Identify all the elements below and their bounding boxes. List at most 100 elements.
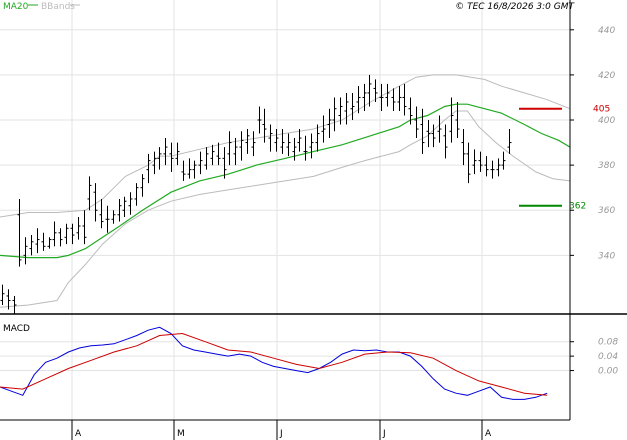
price-tick-label: 420	[598, 71, 615, 81]
price-bar	[233, 138, 238, 166]
price-bar	[292, 138, 297, 161]
price-bar	[76, 217, 81, 240]
price-bar	[408, 97, 413, 125]
price-bar	[47, 237, 52, 249]
price-bar	[431, 124, 436, 148]
price-bar	[0, 284, 5, 305]
price-bar	[17, 198, 22, 267]
price-bar	[443, 124, 448, 159]
price-bar	[455, 101, 460, 139]
price-bar	[466, 142, 471, 184]
price-tick-label: 440	[598, 26, 615, 36]
price-bar	[496, 158, 501, 177]
macd-lines	[0, 326, 548, 400]
price-bar	[64, 223, 69, 245]
macd-tick-label: 0.08	[598, 338, 618, 348]
macd-tick-label: 0.04	[598, 352, 618, 362]
price-bar	[478, 151, 483, 172]
price-bar	[391, 88, 396, 111]
price-bar	[52, 221, 57, 247]
price-bar	[344, 92, 349, 125]
price-bar	[35, 228, 40, 254]
price-bar	[484, 156, 489, 177]
price-bar	[227, 131, 232, 166]
bb-lower-line	[0, 110, 571, 308]
price-bar	[117, 198, 122, 222]
legend-bbands-label: BBands	[41, 2, 75, 12]
time-tick-label: A	[485, 429, 492, 439]
macd-line	[0, 326, 548, 400]
price-bar	[321, 115, 326, 143]
price-bar	[373, 79, 378, 102]
price-bar	[350, 92, 355, 121]
price-bar	[122, 196, 127, 218]
macd-gridlines	[0, 341, 570, 372]
price-panel: 405 362 340 360 380 400 420 440	[0, 0, 615, 420]
price-bar	[169, 142, 174, 172]
price-bar	[437, 115, 442, 143]
legend-ma-label: MA20	[3, 2, 29, 12]
price-bar	[327, 108, 332, 139]
price-bar	[274, 129, 279, 152]
price-bar	[507, 129, 512, 154]
price-bar	[111, 210, 116, 224]
price-bar	[251, 131, 256, 157]
price-bar	[163, 138, 168, 166]
copyright-timestamp: © TEC 16/8/2026 3:0 GMT	[455, 2, 575, 12]
price-bar	[146, 153, 151, 184]
price-bar	[268, 124, 273, 152]
price-bars	[0, 74, 512, 314]
price-tick-label: 380	[598, 161, 615, 171]
price-bar	[280, 129, 285, 154]
price-bar	[187, 158, 192, 179]
price-tick-label: 400	[598, 116, 615, 126]
resistance-label: 405	[593, 105, 610, 115]
price-bar	[239, 131, 244, 161]
price-bar	[204, 147, 209, 170]
price-bar	[490, 160, 495, 179]
time-tick-label: M	[177, 429, 185, 439]
price-bar	[362, 83, 367, 111]
price-bar	[385, 83, 390, 107]
price-bar	[286, 133, 291, 157]
price-bar	[12, 295, 17, 314]
price-bar	[152, 151, 157, 175]
price-bar	[222, 147, 227, 179]
price-bar	[245, 129, 250, 154]
price-bar	[140, 174, 145, 197]
price-bar	[157, 147, 162, 170]
price-bar	[192, 160, 197, 179]
price-bar	[379, 83, 384, 111]
price-bar	[332, 97, 337, 132]
price-bar	[58, 228, 63, 247]
ma20-polyline	[0, 103, 571, 259]
price-bar	[93, 183, 98, 222]
price-bar	[82, 210, 87, 245]
macd-axis: 0.08 0.04 0.00	[570, 338, 618, 377]
macd-panel: 0.08 0.04 0.00	[0, 326, 618, 400]
macd-tick-label: 0.00	[598, 367, 618, 377]
price-bar	[338, 97, 343, 125]
price-bar	[198, 151, 203, 175]
price-bar	[216, 142, 221, 166]
signal-line	[0, 332, 548, 396]
chart-frame	[0, 0, 627, 421]
bb-upper-line	[0, 74, 571, 218]
price-bar	[87, 176, 92, 211]
price-bar	[397, 86, 402, 111]
price-bar	[367, 74, 372, 107]
price-bar	[420, 108, 425, 154]
price-bar	[356, 86, 361, 114]
price-bar	[303, 135, 308, 161]
price-bar	[23, 237, 28, 265]
price-bar	[449, 97, 454, 143]
price-tick-label: 340	[598, 251, 615, 261]
price-bar	[41, 232, 46, 251]
macd-panel-title: MACD	[3, 324, 30, 334]
price-bar	[426, 120, 431, 148]
key-levels: 405 362	[519, 105, 610, 212]
price-axis: 340 360 380 400 420 440	[570, 26, 615, 261]
price-bar	[175, 142, 180, 166]
